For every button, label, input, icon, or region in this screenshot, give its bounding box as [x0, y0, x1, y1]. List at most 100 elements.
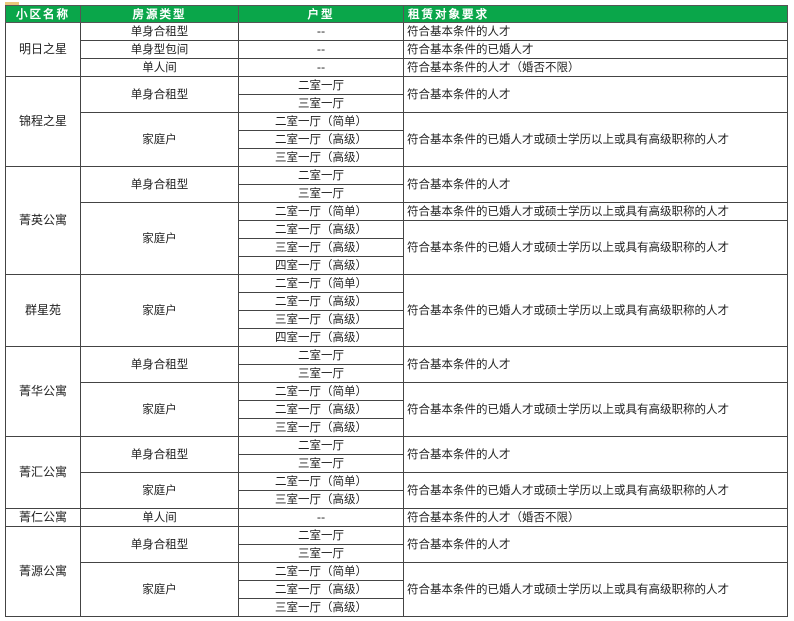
tenant-requirement: 符合基本条件的人才: [403, 436, 788, 473]
housing-type: 单身合租型: [80, 346, 239, 383]
tenant-requirement: 符合基本条件的已婚人才或硕士学历以上或具有高级职称的人才: [403, 112, 788, 167]
table-row: 三室一厅: [6, 454, 788, 473]
unit-layout: 二室一厅: [238, 346, 404, 365]
tenant-requirement: 符合基本条件的已婚人才: [403, 40, 788, 59]
tenant-requirement: 符合基本条件的已婚人才或硕士学历以上或具有高级职称的人才: [403, 274, 788, 347]
unit-layout: 二室一厅（简单）: [238, 562, 404, 581]
table-row: 锦程之星 单身合租型 二室一厅 符合基本条件的人才: [5, 76, 788, 167]
housing-type: 家庭户: [80, 274, 239, 347]
unit-layout: 二室一厅: [238, 436, 404, 455]
unit-layout: 二室一厅（简单）: [238, 112, 404, 131]
table-row: 家庭户 二室一厅（简单） 符合基本条件的已婚人才或硕士学历以上或具有高级职称的人才: [6, 562, 788, 617]
unit-layout: 二室一厅（高级）: [238, 220, 404, 239]
header-requirement: 租赁对象要求: [403, 5, 788, 23]
table-row: 群星苑 家庭户 二室一厅（简单） 符合基本条件的已婚人才或硕士学历以上或具有高级职称的…: [5, 274, 788, 347]
estate-name: 菁华公寓: [5, 346, 81, 437]
table-row: 单身型包间 -- 符合基本条件的已婚人才: [6, 40, 788, 59]
header-estate: 小区名称: [5, 5, 81, 23]
tenant-requirement: 符合基本条件的已婚人才或硕士学历以上或具有高级职称的人才: [403, 382, 788, 437]
unit-layout: 三室一厅（高级）: [238, 598, 404, 617]
unit-layout: 二室一厅（简单）: [238, 472, 404, 491]
unit-layout: 二室一厅（简单）: [238, 274, 404, 293]
housing-type: 单人间: [80, 508, 239, 527]
table-row: 四室一厅（高级）: [6, 256, 788, 275]
unit-layout: 三室一厅: [238, 454, 404, 473]
table-row: 家庭户 二室一厅（简单） 符合基本条件的已婚人才或硕士学历以上或具有高级职称的人才: [6, 112, 788, 167]
table-row: 家庭户 二室一厅（简单） 符合基本条件的已婚人才或硕士学历以上或具有高级职称的人才: [6, 472, 788, 509]
housing-type: 家庭户: [80, 202, 239, 275]
tenant-requirement: 符合基本条件的已婚人才或硕士学历以上或具有高级职称的人才: [403, 202, 788, 221]
housing-type: 家庭户: [80, 382, 239, 437]
tenant-requirement: 符合基本条件的人才: [403, 76, 788, 113]
unit-layout: 三室一厅: [238, 544, 404, 563]
table-row: 三室一厅（高级）: [6, 310, 788, 329]
table-row: 菁汇公寓 单身合租型 二室一厅 符合基本条件的人才: [5, 436, 788, 509]
tenant-requirement: 符合基本条件的人才: [403, 22, 788, 41]
housing-type: 家庭户: [80, 562, 239, 617]
tenant-requirement: 符合基本条件的已婚人才或硕士学历以上或具有高级职称的人才: [403, 562, 788, 617]
housing-type: 单身合租型: [80, 526, 239, 563]
unit-layout: 二室一厅（简单）: [238, 202, 404, 221]
unit-layout: 三室一厅（高级）: [238, 310, 404, 329]
table-row: 家庭户 二室一厅（简单） 符合基本条件的已婚人才或硕士学历以上或具有高级职称的人才: [6, 202, 788, 275]
header-row: 小区名称 房源类型 户型 租赁对象要求: [5, 5, 788, 23]
unit-layout: --: [238, 40, 404, 59]
housing-type: 家庭户: [80, 112, 239, 167]
unit-layout: 二室一厅（高级）: [238, 400, 404, 419]
unit-layout: --: [238, 58, 404, 77]
table-row: 三室一厅（高级）: [6, 598, 788, 617]
tenant-requirement: 符合基本条件的人才（婚否不限）: [403, 508, 788, 527]
housing-type: 家庭户: [80, 472, 239, 509]
estate-name: 菁英公寓: [5, 166, 81, 275]
unit-layout: 二室一厅: [238, 76, 404, 95]
unit-layout: 三室一厅: [238, 184, 404, 203]
unit-layout: 三室一厅（高级）: [238, 148, 404, 167]
table-row: 菁仁公寓 单人间 -- 符合基本条件的人才（婚否不限）: [5, 508, 788, 527]
housing-type: 单身合租型: [80, 22, 239, 41]
table-body: 明日之星 单身合租型 -- 符合基本条件的人才 单身型包间 -- 符合基本条件的已婚人才 单人…: [5, 22, 788, 617]
estate-name: 锦程之星: [5, 76, 81, 167]
unit-layout: --: [238, 22, 404, 41]
table-row: 菁华公寓 单身合租型 二室一厅 符合基本条件的人才: [5, 346, 788, 437]
tenant-requirement: 符合基本条件的人才: [403, 526, 788, 563]
estate-name: 菁仁公寓: [5, 508, 81, 527]
tenant-requirement: 符合基本条件的人才: [403, 346, 788, 383]
housing-type: 单身合租型: [80, 436, 239, 473]
header-layout: 户型: [238, 5, 404, 23]
housing-type: 单身型包间: [80, 40, 239, 59]
unit-layout: --: [238, 508, 404, 527]
housing-type: 单身合租型: [80, 76, 239, 113]
unit-layout: 三室一厅（高级）: [238, 490, 404, 509]
unit-layout: 二室一厅（高级）: [238, 130, 404, 149]
tenant-requirement: 符合基本条件的人才: [403, 166, 788, 203]
unit-layout: 二室一厅: [238, 526, 404, 545]
table-row: 二室一厅（高级）: [6, 130, 788, 149]
estate-name: 菁源公寓: [5, 526, 81, 617]
unit-layout: 四室一厅（高级）: [238, 328, 404, 347]
header-type: 房源类型: [80, 5, 239, 23]
table-row: 菁英公寓 单身合租型 二室一厅 符合基本条件的人才: [5, 166, 788, 275]
unit-layout: 三室一厅（高级）: [238, 238, 404, 257]
unit-layout: 三室一厅: [238, 364, 404, 383]
tenant-requirement: 符合基本条件的已婚人才或硕士学历以上或具有高级职称的人才: [403, 472, 788, 509]
cell-corner-marker: [5, 2, 19, 5]
estate-name: 明日之星: [5, 22, 81, 77]
table-row: 菁源公寓 单身合租型 二室一厅 符合基本条件的人才: [5, 526, 788, 617]
tenant-requirement: 符合基本条件的人才（婚否不限）: [403, 58, 788, 77]
table-row: 家庭户 二室一厅（简单） 符合基本条件的已婚人才或硕士学历以上或具有高级职称的人才: [6, 382, 788, 437]
unit-layout: 二室一厅: [238, 166, 404, 185]
unit-layout: 二室一厅（高级）: [238, 580, 404, 599]
housing-table: 小区名称 房源类型 户型 租赁对象要求 明日之星 单身合租型 -- 符合基本条件的人才…: [5, 5, 788, 617]
table-row: 三室一厅（高级）: [6, 148, 788, 167]
estate-name: 菁汇公寓: [5, 436, 81, 509]
housing-type: 单身合租型: [80, 166, 239, 203]
table-row: 三室一厅: [6, 184, 788, 203]
table-row: 二室一厅（高级）: [6, 292, 788, 311]
table-row: 单人间 -- 符合基本条件的人才（婚否不限）: [6, 58, 788, 77]
unit-layout: 二室一厅（简单）: [238, 382, 404, 401]
estate-name: 群星苑: [5, 274, 81, 347]
tenant-requirement: 符合基本条件的已婚人才或硕士学历以上或具有高级职称的人才: [403, 220, 788, 275]
unit-layout: 四室一厅（高级）: [238, 256, 404, 275]
housing-type: 单人间: [80, 58, 239, 77]
unit-layout: 二室一厅（高级）: [238, 292, 404, 311]
